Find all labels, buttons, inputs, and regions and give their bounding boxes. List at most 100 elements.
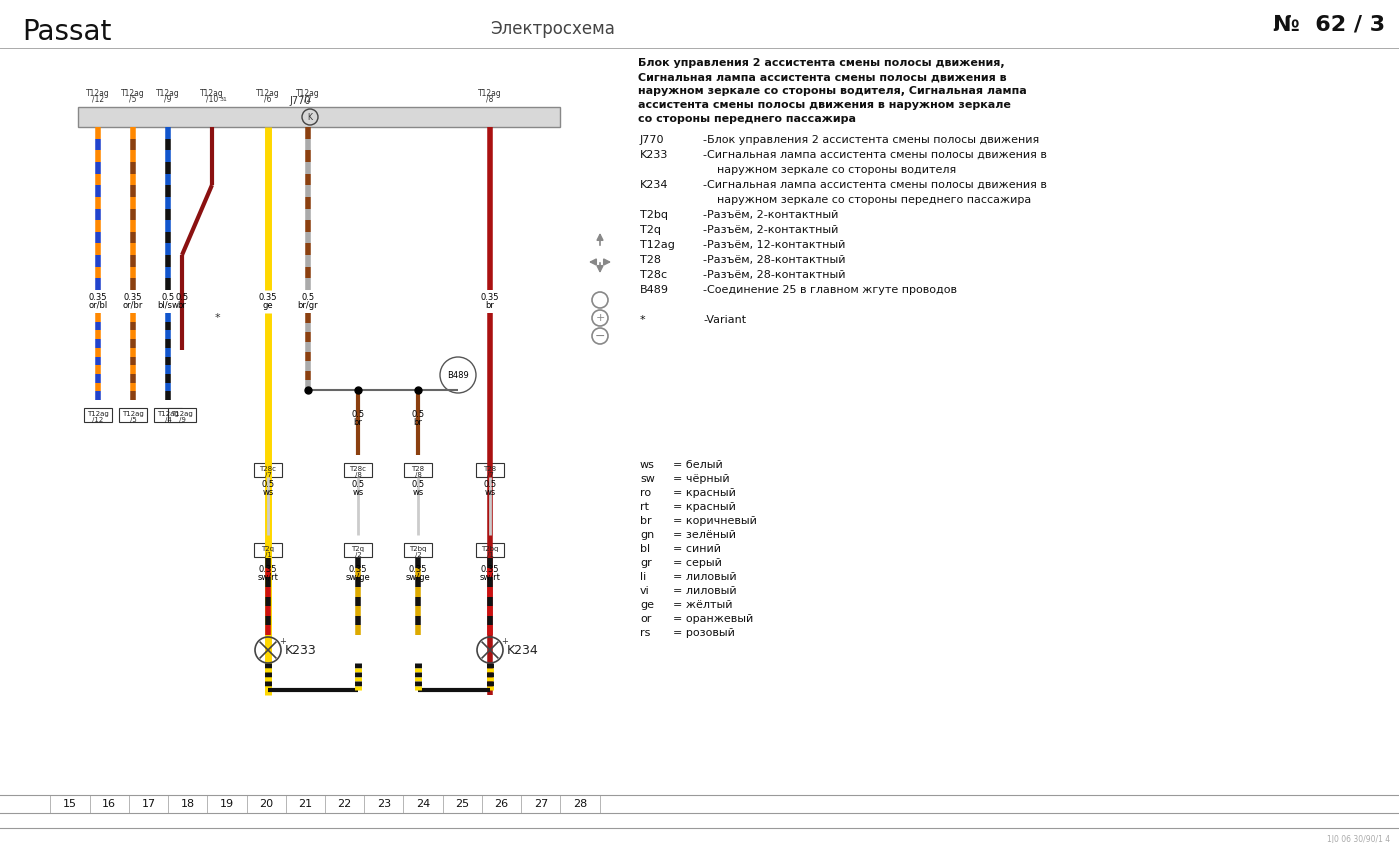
Text: /10: /10 (206, 95, 218, 104)
Text: /7: /7 (487, 472, 494, 478)
Text: 1J0 06 30/90/1 4: 1J0 06 30/90/1 4 (1326, 835, 1391, 843)
Text: sw/rt: sw/rt (257, 573, 278, 582)
Text: 0.5: 0.5 (161, 293, 175, 302)
Text: -Variant: -Variant (704, 315, 746, 325)
Text: 23: 23 (376, 799, 390, 809)
Text: /5: /5 (129, 95, 137, 104)
Text: −: − (595, 330, 606, 342)
Text: T28: T28 (484, 466, 497, 472)
Text: = оранжевый: = оранжевый (673, 614, 753, 624)
Text: 26: 26 (494, 799, 509, 809)
Text: B489: B489 (448, 371, 469, 379)
Text: = лиловый: = лиловый (673, 572, 737, 582)
Text: 0.5: 0.5 (175, 293, 189, 302)
Text: 0.5: 0.5 (351, 410, 365, 419)
Text: = розовый: = розовый (673, 628, 734, 638)
Text: T2bq: T2bq (481, 546, 498, 552)
Text: T12ag: T12ag (478, 89, 502, 98)
Text: /2: /2 (414, 552, 421, 558)
Text: ws: ws (639, 460, 655, 470)
Text: /1: /1 (264, 552, 271, 558)
Text: T28c: T28c (350, 466, 367, 472)
Text: Passat: Passat (22, 18, 112, 46)
Text: sw: sw (639, 474, 655, 484)
Text: -Сигнальная лампа ассистента смены полосы движения в: -Сигнальная лампа ассистента смены полос… (704, 150, 1046, 160)
Text: T12ag: T12ag (297, 89, 320, 98)
Text: gr: gr (639, 558, 652, 568)
Text: 15: 15 (63, 799, 77, 809)
Text: 0.5: 0.5 (411, 410, 424, 419)
Text: /2: /2 (354, 552, 361, 558)
Text: T12ag: T12ag (256, 89, 280, 98)
Text: sw/ge: sw/ge (346, 573, 371, 582)
Text: T28c: T28c (259, 466, 277, 472)
Text: 0.5: 0.5 (301, 293, 315, 302)
Bar (404, 543, 432, 557)
Text: Электросхема: Электросхема (490, 20, 616, 38)
Text: 19: 19 (220, 799, 234, 809)
Text: 17: 17 (141, 799, 155, 809)
Text: or/br: or/br (123, 301, 143, 310)
Text: -Разъём, 2-контактный: -Разъём, 2-контактный (704, 225, 838, 235)
Text: br/gr: br/gr (298, 301, 319, 310)
Bar (344, 543, 372, 557)
Text: 0.5: 0.5 (411, 480, 424, 489)
Text: ws: ws (353, 488, 364, 497)
Text: T12ag: T12ag (122, 411, 144, 417)
Text: T28: T28 (639, 255, 660, 265)
Text: K233: K233 (285, 643, 316, 657)
Text: = красный: = красный (673, 488, 736, 498)
Text: T2bq: T2bq (639, 210, 667, 220)
Text: vi: vi (639, 586, 649, 596)
Text: /8: /8 (354, 472, 361, 478)
Text: K: K (308, 112, 312, 121)
Text: T12ag: T12ag (639, 240, 674, 250)
Text: J770: J770 (290, 96, 311, 106)
Text: /7: /7 (264, 472, 271, 478)
Text: -Сигнальная лампа ассистента смены полосы движения в: -Сигнальная лампа ассистента смены полос… (704, 180, 1046, 190)
Text: T2q: T2q (262, 546, 274, 552)
Text: 0.35: 0.35 (348, 565, 368, 574)
Text: №  62 / 3: № 62 / 3 (1273, 15, 1385, 35)
Text: 0.5: 0.5 (484, 480, 497, 489)
Text: = красный: = красный (673, 502, 736, 512)
Text: ws: ws (263, 488, 274, 497)
Text: B489: B489 (639, 285, 669, 295)
Bar (255, 543, 283, 557)
Text: -Соединение 25 в главном жгуте проводов: -Соединение 25 в главном жгуте проводов (704, 285, 957, 295)
Text: = серый: = серый (673, 558, 722, 568)
Text: T28: T28 (411, 466, 424, 472)
Text: K233: K233 (639, 150, 669, 160)
Bar (78, 107, 560, 127)
Text: T12ag: T12ag (122, 89, 145, 98)
Text: 21: 21 (298, 799, 312, 809)
Text: 0.35: 0.35 (259, 293, 277, 302)
Text: T12ag: T12ag (157, 411, 179, 417)
Text: /12: /12 (92, 417, 104, 423)
Text: 0.5: 0.5 (262, 480, 274, 489)
Text: -Разъём, 2-контактный: -Разъём, 2-контактный (704, 210, 838, 220)
Bar (119, 408, 147, 422)
Text: -Блок управления 2 ассистента смены полосы движения: -Блок управления 2 ассистента смены поло… (704, 135, 1039, 145)
Text: br: br (639, 516, 652, 526)
Text: 0.35: 0.35 (409, 565, 427, 574)
Text: /4: /4 (165, 417, 171, 423)
Text: = синий: = синий (673, 544, 720, 554)
Text: 0.35: 0.35 (123, 293, 143, 302)
Text: 0.35: 0.35 (259, 565, 277, 574)
Text: T12ag: T12ag (157, 89, 180, 98)
Text: = зелёный: = зелёный (673, 530, 736, 540)
Text: T2q: T2q (639, 225, 660, 235)
Text: sw/ge: sw/ge (406, 573, 431, 582)
Text: T12ag: T12ag (200, 89, 224, 98)
Text: br: br (414, 418, 422, 427)
Text: Блок управления 2 ассистента смены полосы движения,: Блок управления 2 ассистента смены полос… (638, 58, 1004, 68)
Text: br: br (178, 301, 186, 310)
Text: T12ag: T12ag (87, 89, 111, 98)
Text: 31: 31 (220, 97, 228, 102)
Text: = белый: = белый (673, 460, 723, 470)
Text: T12ag: T12ag (87, 411, 109, 417)
Text: sw/rt: sw/rt (480, 573, 501, 582)
Text: 28: 28 (572, 799, 588, 809)
Text: gn: gn (639, 530, 655, 540)
